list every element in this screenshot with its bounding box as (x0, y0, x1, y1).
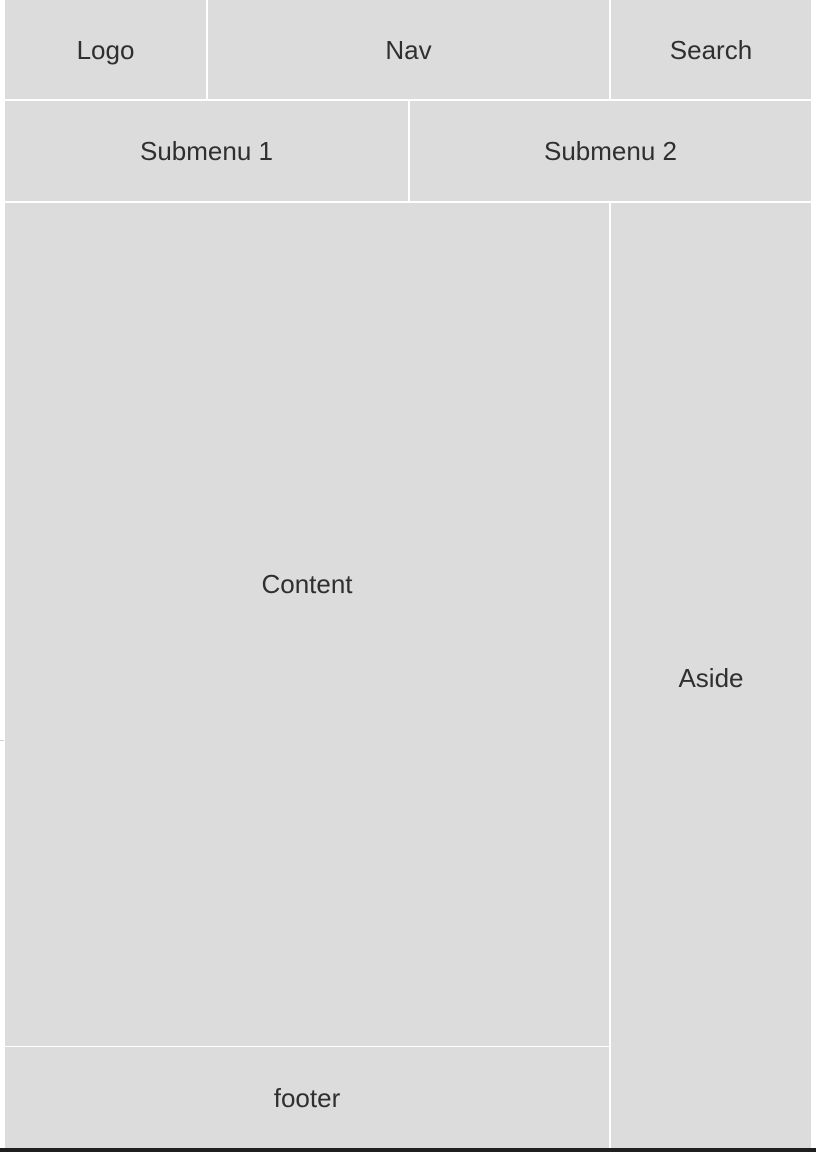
submenu-2-cell: Submenu 2 (410, 101, 811, 201)
submenu-1-cell: Submenu 1 (5, 101, 408, 201)
submenu-2-label: Submenu 2 (544, 136, 677, 166)
content-cell: Content (5, 203, 609, 1046)
footer-cell: footer (5, 1047, 609, 1148)
aside-label: Aside (678, 662, 744, 693)
search-label: Search (669, 34, 753, 65)
logo-cell: Logo (5, 0, 206, 99)
submenu-1-label: Submenu 1 (140, 136, 273, 166)
content-label: Content (261, 568, 353, 599)
bottom-edge-bar (0, 1148, 816, 1152)
left-edge-mark (0, 740, 4, 741)
nav-cell: Nav (208, 0, 609, 99)
nav-label: Nav (385, 34, 432, 65)
search-cell: Search (611, 0, 811, 99)
logo-label: Logo (76, 34, 135, 65)
footer-label: footer (273, 1082, 341, 1113)
aside-cell: Aside (611, 203, 811, 1148)
